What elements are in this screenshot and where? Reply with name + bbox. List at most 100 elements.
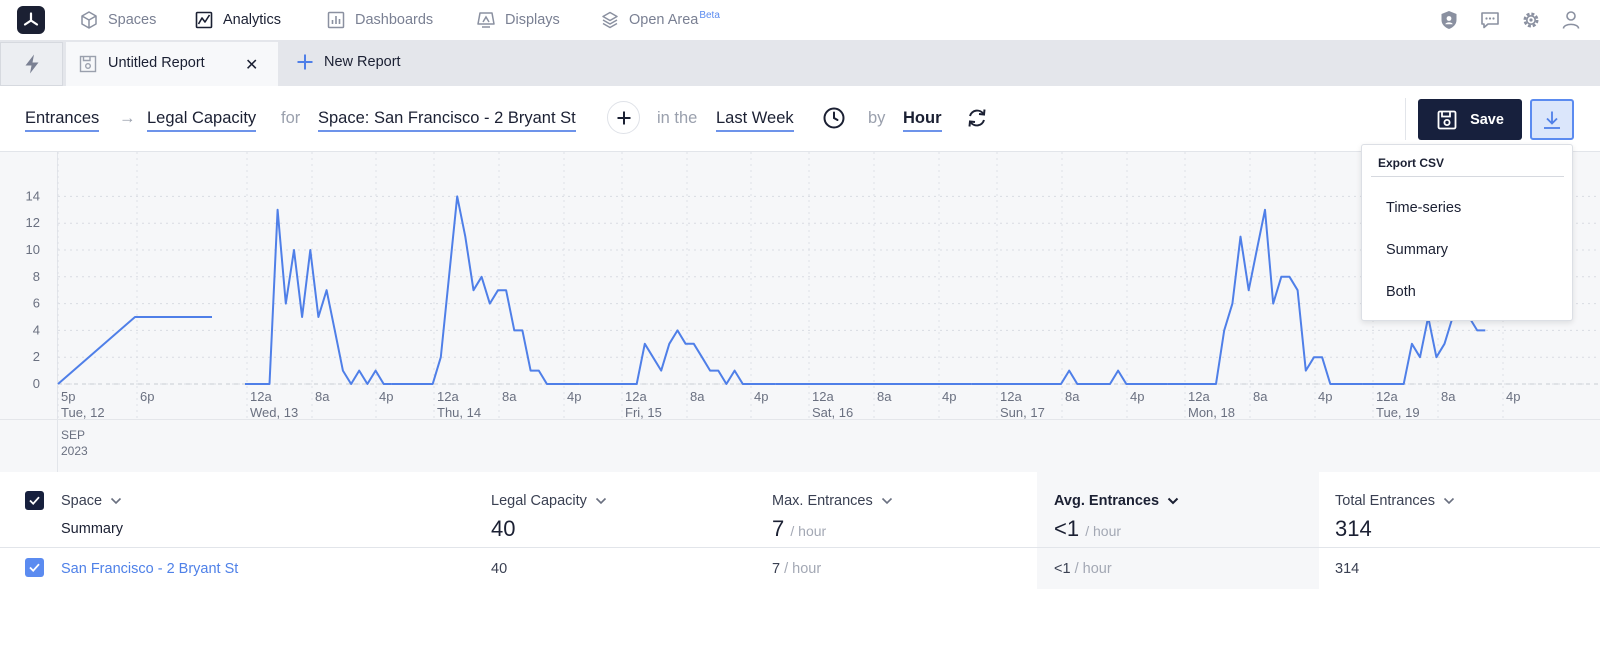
space-selector[interactable]: Space: San Francisco - 2 Bryant St <box>318 109 576 132</box>
column-header-max-entrances[interactable]: Max. Entrances <box>772 493 893 509</box>
series-line <box>57 316 212 385</box>
bar-chart-icon <box>327 11 345 29</box>
gear-icon[interactable] <box>1519 8 1543 32</box>
check-icon <box>29 496 40 506</box>
layers-icon <box>602 11 618 29</box>
app-logo[interactable] <box>17 6 45 34</box>
x-tick-label: 4p <box>1506 389 1520 404</box>
shield-icon[interactable] <box>1437 8 1461 32</box>
tab-untitled-report[interactable]: Untitled Report ✕ <box>66 42 278 86</box>
new-report-button[interactable]: New Report <box>296 53 401 71</box>
summary-avg-value: <1 <box>1054 516 1080 541</box>
nav-label: Dashboards <box>355 12 434 28</box>
display-icon <box>477 12 495 28</box>
refresh-icon[interactable] <box>965 106 989 130</box>
x-tick-label: 8a <box>1253 389 1268 404</box>
row-total-entrances: 314 <box>1335 561 1360 577</box>
export-time-series-option[interactable]: Time-series <box>1386 200 1462 216</box>
clock-icon[interactable] <box>822 106 846 130</box>
new-report-label: New Report <box>324 54 401 70</box>
export-button[interactable] <box>1530 99 1574 140</box>
chevron-down-icon <box>1167 497 1179 505</box>
time-range-selector[interactable]: Last Week <box>716 109 794 132</box>
x-tick-label: 8a <box>690 389 705 404</box>
y-tick-label: 8 <box>33 269 40 284</box>
save-icon <box>1437 110 1457 129</box>
column-header-space[interactable]: Space <box>61 493 122 509</box>
quick-reports-tab[interactable] <box>0 42 63 86</box>
top-nav: Spaces Analytics Dashboards Displays Ope… <box>0 0 1600 40</box>
nav-open-area[interactable]: Open Area Beta <box>600 0 720 40</box>
summary-avg-entrances: <1 / hour <box>1054 516 1121 542</box>
summary-legal-capacity: 40 <box>491 516 516 541</box>
y-tick-label: 4 <box>33 322 40 337</box>
series-line <box>1167 208 1363 385</box>
export-both-option[interactable]: Both <box>1386 284 1416 300</box>
x-tick-label: 12a <box>625 389 647 404</box>
x-tick-sublabel: Sun, 17 <box>1000 405 1045 420</box>
x-tick-sublabel: Tue, 19 <box>1376 405 1420 420</box>
close-icon[interactable]: ✕ <box>245 57 259 74</box>
row-checkbox[interactable] <box>25 558 44 577</box>
x-tick-label: 4p <box>1318 389 1332 404</box>
nav-displays[interactable]: Displays <box>476 0 560 40</box>
row-divider <box>0 547 1600 548</box>
x-tick-label: 12a <box>1376 389 1398 404</box>
comparison-selector[interactable]: Legal Capacity <box>147 109 257 132</box>
summary-max-value: 7 <box>772 516 785 541</box>
summary-total-entrances: 314 <box>1335 516 1372 541</box>
user-icon[interactable] <box>1559 8 1583 32</box>
header-label: Total Entrances <box>1335 493 1435 509</box>
x-tick-label: 8a <box>502 389 517 404</box>
bolt-icon <box>25 54 38 74</box>
row-max-unit: / hour <box>784 561 822 577</box>
column-header-avg-entrances[interactable]: Avg. Entrances <box>1054 493 1179 509</box>
metric-selector[interactable]: Entrances <box>25 109 100 132</box>
toolbar-divider <box>1405 98 1406 140</box>
menu-title: Export CSV <box>1378 156 1445 170</box>
x-tick-label: 12a <box>812 389 834 404</box>
period-year-label: 2023 <box>61 444 88 458</box>
cube-icon <box>81 11 97 29</box>
interval-selector[interactable]: Hour <box>903 109 942 132</box>
column-header-legal-capacity[interactable]: Legal Capacity <box>491 493 607 509</box>
series-line <box>579 329 776 385</box>
chevron-down-icon <box>881 497 892 505</box>
timeseries-chart: 14 12 10 8 6 4 2 0 5p Tue, 12 6p 12a Wed, 13 8a 4p 12a T… <box>0 152 1600 472</box>
y-tick-label: 10 <box>26 242 40 257</box>
x-tick-sublabel: Wed, 13 <box>250 405 298 420</box>
download-icon <box>1544 111 1560 129</box>
nav-label: Analytics <box>223 12 282 28</box>
header-label: Avg. Entrances <box>1054 493 1160 509</box>
chevron-down-icon <box>111 497 122 505</box>
row-avg-unit: / hour <box>1074 561 1112 577</box>
y-tick-label: 0 <box>33 376 40 391</box>
row-max-entrances: 7 / hour <box>772 561 821 577</box>
nav-label: Spaces <box>108 12 157 28</box>
summary-avg-unit: / hour <box>1085 523 1122 539</box>
export-summary-option[interactable]: Summary <box>1386 242 1449 258</box>
plus-icon <box>617 111 630 124</box>
chat-icon[interactable] <box>1478 8 1502 32</box>
nav-spaces[interactable]: Spaces <box>79 0 156 40</box>
y-tick-label: 12 <box>26 215 40 230</box>
nav-analytics[interactable]: Analytics <box>194 0 281 40</box>
row-avg-entrances: <1 / hour <box>1054 561 1112 577</box>
save-button[interactable]: Save <box>1418 99 1522 140</box>
x-tick-label: 12a <box>1000 389 1022 404</box>
x-tick-sublabel: Fri, 15 <box>625 405 662 420</box>
x-tick-label: 4p <box>942 389 956 404</box>
space-link[interactable]: San Francisco - 2 Bryant St <box>61 561 239 577</box>
select-all-checkbox[interactable] <box>25 491 44 510</box>
add-filter-button[interactable] <box>607 101 640 134</box>
x-tick-label: 6p <box>140 389 154 404</box>
header-label: Max. Entrances <box>772 493 873 509</box>
x-tick-label: 4p <box>379 389 393 404</box>
nav-dashboards[interactable]: Dashboards <box>326 0 433 40</box>
x-tick-sublabel: Sat, 16 <box>812 405 853 420</box>
x-tick-sublabel: Thu, 14 <box>437 405 481 420</box>
summary-table: Space Legal Capacity Max. Entrances Avg.… <box>0 472 1600 657</box>
column-header-total-entrances[interactable]: Total Entrances <box>1335 493 1455 509</box>
y-tick-label: 6 <box>33 296 40 311</box>
